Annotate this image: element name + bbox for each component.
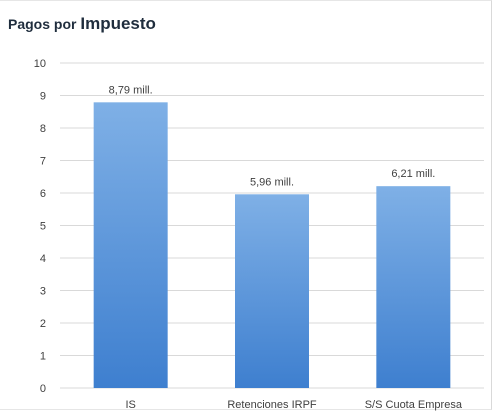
chart-title-part2: Impuesto bbox=[80, 14, 156, 33]
y-tick-label: 10 bbox=[34, 58, 46, 70]
y-tick-label: 7 bbox=[40, 156, 46, 168]
data-label: 5,96 mill. bbox=[250, 176, 294, 188]
bar bbox=[235, 194, 309, 388]
y-tick-label: 0 bbox=[40, 383, 46, 395]
chart-title-part1: Pagos por bbox=[8, 16, 81, 32]
data-label: 6,21 mill. bbox=[391, 168, 435, 180]
y-tick-label: 8 bbox=[40, 123, 46, 135]
x-tick-label: Retenciones IRPF bbox=[227, 399, 317, 411]
data-labels: 8,79 mill. 5,96 mill. 6,21 mill. bbox=[109, 84, 436, 188]
y-tick-label: 6 bbox=[40, 188, 46, 200]
x-tick-label: IS bbox=[125, 399, 135, 411]
x-axis-ticks: IS Retenciones IRPF S/S Cuota Empresa bbox=[125, 399, 462, 411]
y-tick-label: 9 bbox=[40, 91, 46, 103]
data-label: 8,79 mill. bbox=[109, 84, 153, 96]
y-tick-label: 1 bbox=[40, 351, 46, 363]
bar bbox=[376, 186, 451, 388]
chart-title: Pagos por Impuesto bbox=[8, 14, 156, 34]
y-tick-label: 5 bbox=[40, 221, 46, 233]
y-tick-label: 4 bbox=[40, 253, 46, 265]
bar bbox=[93, 102, 168, 388]
y-tick-label: 2 bbox=[40, 318, 46, 330]
bars bbox=[93, 102, 451, 388]
y-axis-ticks: 0 1 2 3 4 5 6 7 8 9 10 bbox=[34, 58, 46, 395]
y-tick-label: 3 bbox=[40, 286, 46, 298]
x-tick-label: S/S Cuota Empresa bbox=[365, 399, 463, 411]
